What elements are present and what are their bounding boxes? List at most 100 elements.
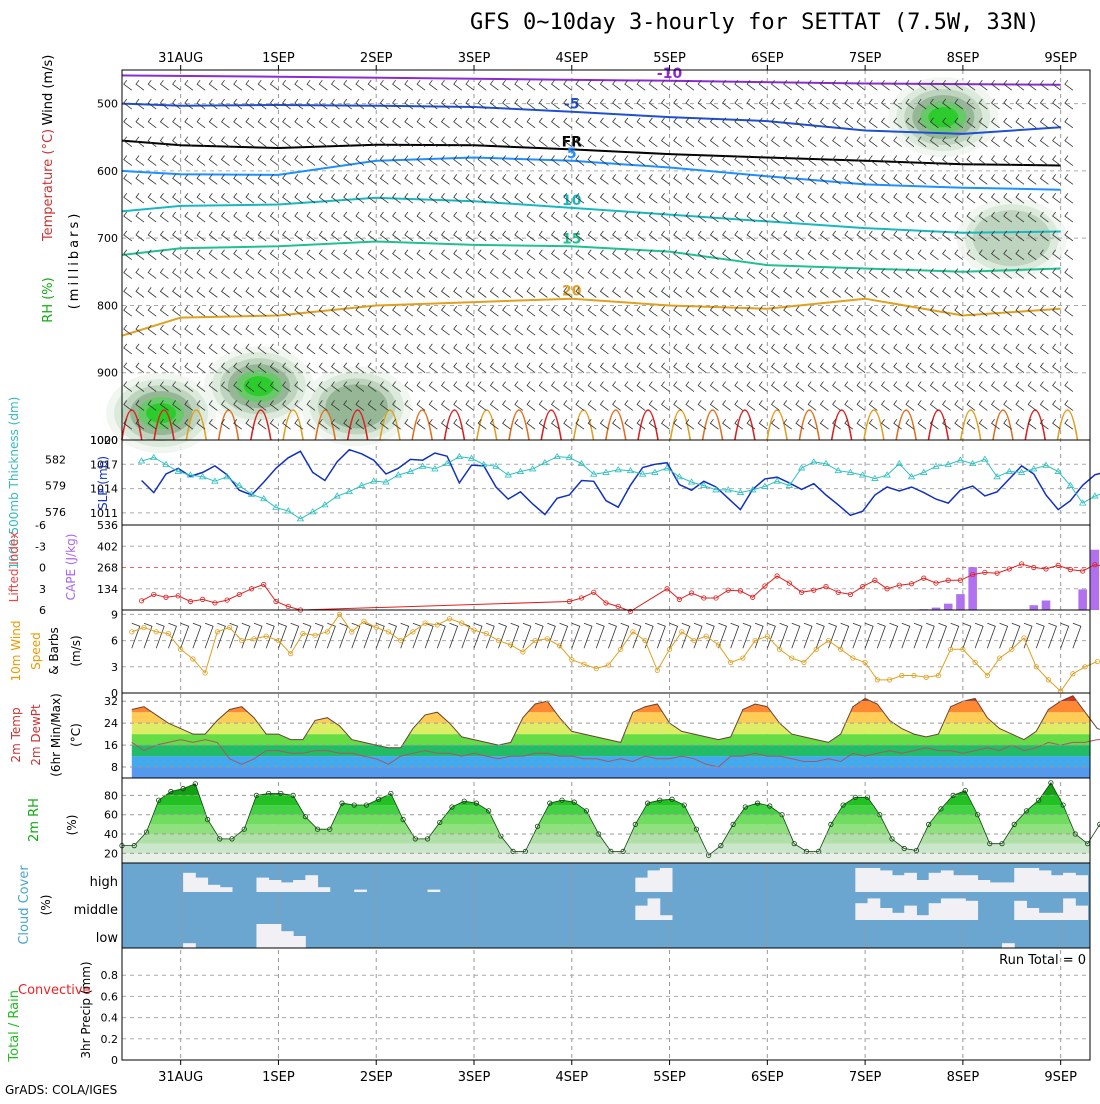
surface-wind-barb [474,623,482,648]
wind-barb [429,306,437,316]
wind-barb [796,118,804,128]
cloud-cell [892,875,905,892]
wind-barb [759,363,767,373]
surface-wind-barb [608,623,616,648]
wind-barb [209,231,217,241]
wind-barb [160,174,168,184]
wind-barb [283,80,291,90]
wind-barb [442,269,450,279]
wind-barb [209,212,217,222]
wind-barb [552,363,560,373]
pressure-tick-label: 900 [97,367,118,380]
date-label-top: 8SEP [947,51,980,66]
wind-barb [625,250,633,260]
wind-barb [222,156,230,166]
wind-barb [979,287,987,297]
wind-barb [1053,287,1061,297]
wind-barb [442,156,450,166]
cloud-cell [1039,913,1052,920]
ylabel-ms: (m/s) [69,635,83,666]
wind-barb [1040,193,1048,203]
wind-barb [662,269,670,279]
rh-yunit: (%) [65,815,79,836]
wind-barb [979,382,987,392]
wind-barb [796,212,804,222]
wind-barb [710,269,718,279]
wind-barb [588,269,596,279]
wind-barb [1053,325,1061,335]
wind-barb [197,156,205,166]
wind-barb [124,80,132,90]
wind-barb [1053,156,1061,166]
wind-barb [246,118,254,128]
wind-barb [527,137,535,147]
wind-barb [417,306,425,316]
wind-barb [1016,382,1024,392]
wind-barb [796,287,804,297]
wind-barb [295,287,303,297]
wind-barb [894,344,902,354]
wind-barb [380,287,388,297]
wind-barb [686,344,694,354]
wind-barb [173,80,181,90]
wind-barb [820,344,828,354]
wind-barb [160,193,168,203]
wind-barb [723,212,731,222]
wind-barb [662,419,670,429]
wind-barb [539,212,547,222]
wind-barb [454,212,462,222]
li-tick-label: -3 [35,540,46,553]
wind-barb [662,344,670,354]
pressure-tick-label: 600 [97,165,118,178]
rh-band [122,834,1090,844]
wind-barb [478,118,486,128]
wind-barb [894,250,902,260]
wind-barb [356,287,364,297]
wind-barb [344,269,352,279]
wind-barb [295,344,303,354]
cape-tick-label: 268 [97,562,118,575]
wind-barb [820,269,828,279]
wind-barb [967,269,975,279]
wind-barb [503,306,511,316]
wind-barb [649,118,657,128]
wind-barb [833,193,841,203]
wind-barb [368,80,376,90]
ylabel-wind10m: 10m Wind [9,621,23,682]
wind-barb [869,287,877,297]
wind-barb [258,156,266,166]
wind-barb [808,231,816,241]
wind-barb [857,250,865,260]
wind-barb [979,325,987,335]
wind-barb [698,382,706,392]
wind-barb [820,80,828,90]
wind-barb [380,212,388,222]
wind-barb [454,231,462,241]
wind-barb [319,344,327,354]
wind-barb [845,250,853,260]
wind-barb [539,269,547,279]
wind-barb [209,80,217,90]
wind-barb [686,174,694,184]
wind-ylabel-speed: Speed [29,632,43,670]
wind-barb [454,382,462,392]
wind-barb [845,212,853,222]
wind-barb [234,306,242,316]
wind-barb [160,344,168,354]
cloud-cell [1051,913,1064,920]
wind-barb [1053,137,1061,147]
ylabel-rh-unit: (%) [65,815,79,836]
wind-barb [662,325,670,335]
wind-barb [270,231,278,241]
wind-barb [796,363,804,373]
wind-barb [674,344,682,354]
wind-barb [368,118,376,128]
wind-barb [1028,118,1036,128]
wind-barb [784,174,792,184]
wind-barb [637,363,645,373]
wind-barb [405,174,413,184]
wind-barb [820,250,828,260]
date-label-bottom: 8SEP [947,1070,980,1085]
wind-barb [723,174,731,184]
wind-barb [307,231,315,241]
